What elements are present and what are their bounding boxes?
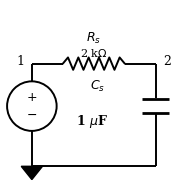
Text: 1: 1 [17, 55, 25, 68]
Text: $C_s$: $C_s$ [90, 79, 105, 94]
Text: 1 $\mu$F: 1 $\mu$F [76, 113, 108, 130]
Text: 2: 2 [163, 55, 171, 68]
Text: $R_s$: $R_s$ [86, 31, 101, 46]
Text: 2 k$\Omega$: 2 k$\Omega$ [80, 47, 107, 59]
Polygon shape [21, 166, 42, 180]
Text: −: − [27, 108, 37, 121]
Text: +: + [27, 91, 37, 104]
